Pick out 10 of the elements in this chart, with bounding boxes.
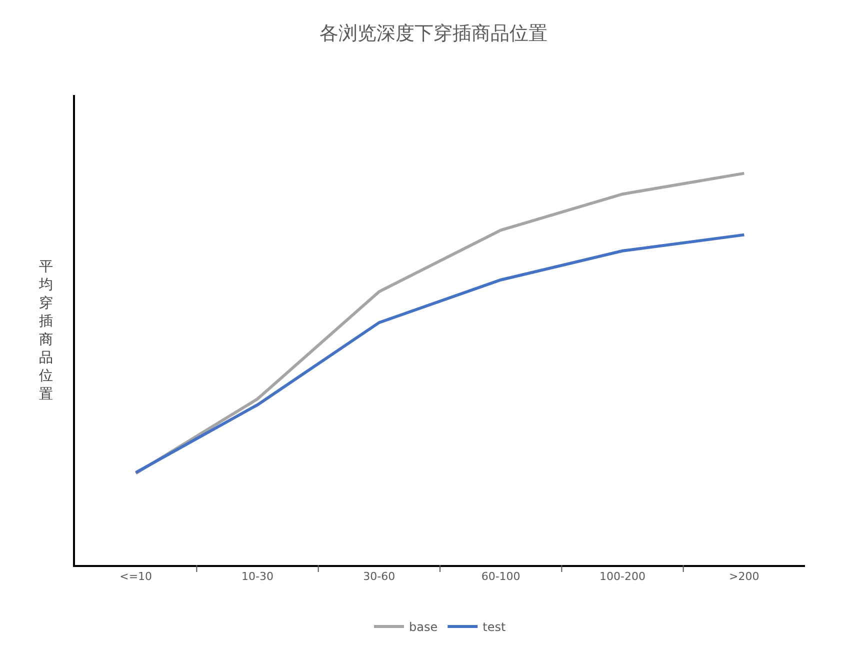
x-tick-label: 100-200 xyxy=(600,570,646,583)
x-tick-label: 10-30 xyxy=(242,570,274,583)
chart-title: 各浏览深度下穿插商品位置 xyxy=(320,22,548,44)
x-tick-label: 30-60 xyxy=(363,570,396,583)
legend-label: test xyxy=(482,620,506,634)
legend-label: base xyxy=(409,620,438,634)
y-axis-title: 平均穿插商品位置 xyxy=(38,259,53,402)
x-tick-label: <=10 xyxy=(120,570,152,583)
x-tick-label: 60-100 xyxy=(481,570,520,583)
x-tick-label: >200 xyxy=(729,570,760,583)
